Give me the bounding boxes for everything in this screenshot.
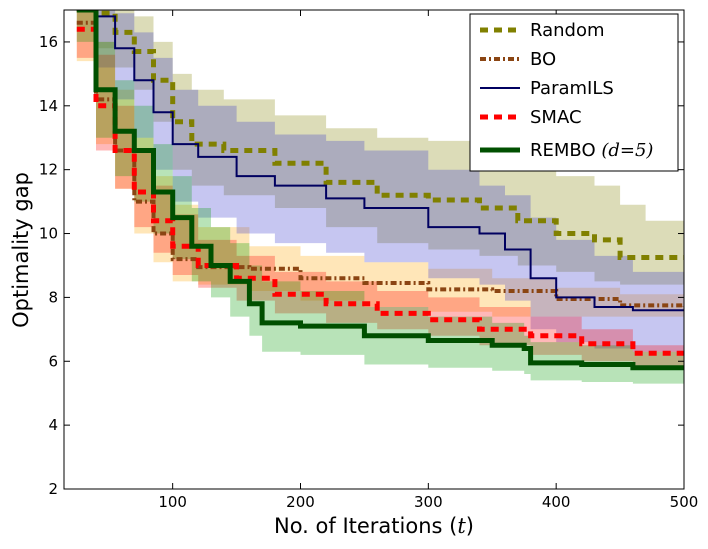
y-tick-label: 16 [39,33,58,51]
band-rembo [76,10,684,386]
series-line-smac [76,26,684,356]
legend-label-rembo: REMBO (d=5) [530,140,653,161]
band-bo [76,10,684,317]
legend-box [469,13,679,172]
series-line-paramils [76,10,684,312]
y-tick-label: 12 [39,161,58,179]
x-tick-label: 100 [158,493,187,511]
y-axis-label: Optimality gap [9,172,33,328]
plot-frame [63,9,685,490]
band-random [76,10,684,285]
legend-label-paramils: ParamILS [530,78,614,99]
x-tick-label: 200 [286,493,315,511]
y-tick-label: 4 [48,416,58,434]
x-tick-label: 500 [670,493,699,511]
x-axis-label: No. of Iterations (t) [274,514,474,538]
legend-label-smac: SMAC [530,107,582,128]
y-tick-label: 8 [48,288,58,306]
legend: Random BO ParamILS SMAC REMBO (d=5) [469,13,679,172]
series-lines [76,10,684,371]
axis-ticks: 100 200 300 400 500 2 4 6 8 10 12 14 16 [39,10,698,511]
series-line-random [76,10,684,260]
x-tick-label: 400 [542,493,571,511]
y-tick-label: 10 [39,225,58,243]
band-paramils [76,10,684,355]
y-tick-label: 2 [48,480,58,498]
y-tick-label: 6 [48,352,58,370]
series-line-rembo [76,10,684,371]
legend-label-bo: BO [530,49,556,70]
y-tick-label: 14 [39,97,58,115]
legend-label-random: Random [530,20,605,41]
x-tick-label: 300 [414,493,443,511]
